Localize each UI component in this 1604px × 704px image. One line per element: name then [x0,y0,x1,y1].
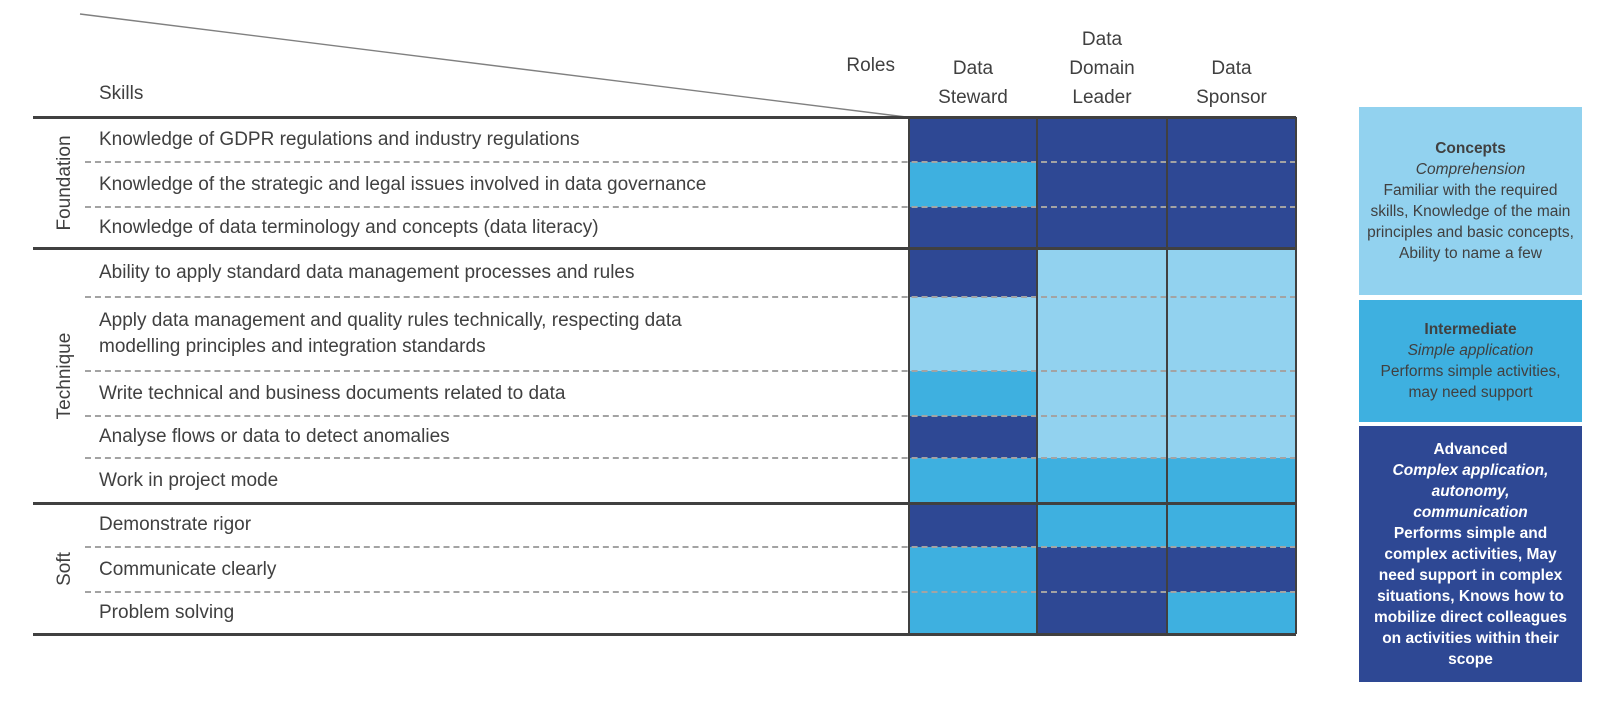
skill-label: Knowledge of GDPR regulations and indust… [99,128,580,150]
skills-axis-label: Skills [99,83,144,104]
matrix-cell-concepts [1167,297,1296,371]
matrix-cell-advanced [1167,547,1296,592]
legend-description-intermediate: Performs simple activities, may need sup… [1380,363,1561,401]
matrix-cell-advanced [1037,117,1167,162]
matrix-cell-advanced [909,416,1037,458]
column-border [1294,117,1297,634]
skill-label: Write technical and business documents r… [99,382,566,404]
column-header-data-domain-leader: Data Domain Leader [1069,29,1135,108]
skill-label: Knowledge of the strategic and legal iss… [99,173,707,195]
group-label-soft: Soft [54,551,75,586]
matrix-cell-advanced [1037,547,1167,592]
matrix-cell-concepts [1037,248,1167,297]
matrix-cell-advanced [909,117,1037,162]
matrix-cell-advanced [1037,207,1167,248]
row-separator-dashed [85,591,1296,593]
row-separator-dashed [85,457,1296,459]
matrix-cell-intermediate [909,547,1037,592]
row-separator-dashed [85,161,1296,163]
matrix-cell-concepts [1037,416,1167,458]
matrix-cell-advanced [909,503,1037,547]
matrix-cell-concepts [1167,416,1296,458]
column-header-data-steward: Data Steward [938,58,1008,108]
column-header-data-sponsor: Data Sponsor [1196,58,1267,108]
matrix-cell-concepts [1037,371,1167,416]
matrix-cell-advanced [1167,162,1296,207]
matrix-cell-intermediate [1167,592,1296,634]
matrix-cell-intermediate [1037,458,1167,503]
legend-title-concepts: Concepts [1435,140,1506,157]
roles-axis-label: Roles [846,55,895,76]
skill-label: Knowledge of data terminology and concep… [99,216,599,238]
row-separator-dashed [85,296,1296,298]
group-label-technique: Technique [54,332,75,419]
matrix-cell-intermediate [909,162,1037,207]
row-separator-dashed [85,546,1296,548]
matrix-cell-intermediate [1167,458,1296,503]
column-border [1165,117,1168,634]
group-boundary-line [33,502,1296,505]
skill-label: Demonstrate rigor [99,514,252,535]
matrix-cell-concepts [1037,297,1167,371]
legend-description-advanced: Performs simple and complex activities, … [1374,524,1567,668]
matrix-cell-advanced [1037,592,1167,634]
legend-box-intermediate: Intermediate Simple application Performs… [1359,300,1582,422]
group-boundary-line [33,247,1296,250]
column-border [908,117,910,634]
group-boundary-line [33,633,1296,636]
skill-label: Analyse flows or data to detect anomalie… [99,426,450,447]
legend-subtitle-concepts: Comprehension [1415,161,1526,178]
legend-title-advanced: Advanced [1433,440,1508,458]
skill-label: Ability to apply standard data managemen… [99,261,635,283]
skill-label: Work in project mode [99,469,279,491]
legend-box-concepts: Concepts Comprehension Familiar with the… [1359,107,1582,295]
skill-label: Problem solving [99,602,235,623]
legend-subtitle-advanced: Complex application, autonomy, communica… [1392,461,1549,521]
legend-title-intermediate: Intermediate [1424,321,1517,338]
matrix-cell-concepts [1167,248,1296,297]
matrix-cell-advanced [909,207,1037,248]
group-boundary-line [33,116,1296,119]
row-separator-dashed [85,370,1296,372]
skill-label: Communicate clearly [99,558,277,580]
skill-label: Apply data management and quality rules … [99,310,682,357]
legend-subtitle-intermediate: Simple application [1407,342,1534,359]
row-separator-dashed [85,415,1296,417]
legend-box-advanced: Advanced Complex application, autonomy, … [1359,426,1582,682]
matrix-cell-advanced [1037,162,1167,207]
matrix-cell-intermediate [909,458,1037,503]
group-label-foundation: Foundation [54,134,75,231]
column-border [1035,117,1038,634]
matrix-cell-advanced [1167,207,1296,248]
matrix-cell-advanced [1167,117,1296,162]
matrix-cell-concepts [909,297,1037,371]
matrix-cell-advanced [909,248,1037,297]
matrix-cell-intermediate [1037,503,1167,547]
matrix-cell-intermediate [1167,503,1296,547]
matrix-cell-intermediate [909,592,1037,634]
matrix-cell-intermediate [909,371,1037,416]
legend-description-concepts: Familiar with the required skills, Knowl… [1367,182,1574,262]
matrix-cell-concepts [1167,371,1296,416]
row-separator-dashed [85,206,1296,208]
